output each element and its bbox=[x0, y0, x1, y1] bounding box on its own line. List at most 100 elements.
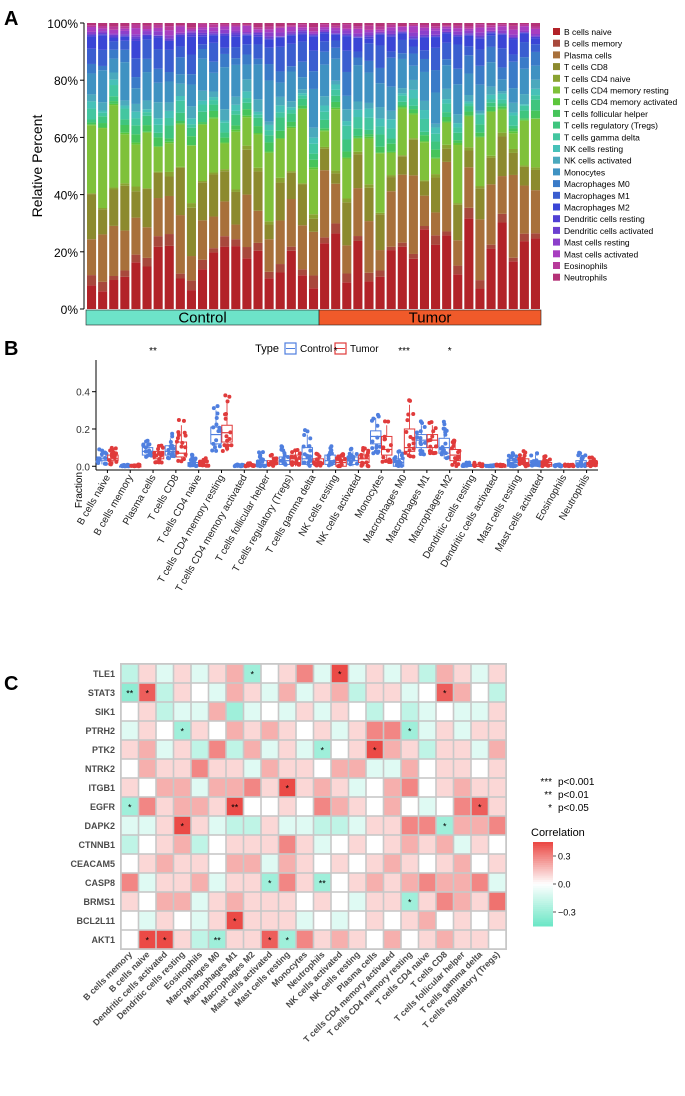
stack-segment bbox=[287, 127, 296, 128]
stack-segment bbox=[231, 239, 240, 246]
heatmap-cell bbox=[349, 912, 365, 929]
stack-segment bbox=[176, 26, 185, 32]
stack-segment bbox=[331, 81, 340, 85]
stack-segment bbox=[498, 33, 507, 34]
stack-segment bbox=[165, 40, 174, 41]
outlier-point bbox=[314, 452, 318, 456]
stack-segment bbox=[198, 260, 207, 269]
stack-segment bbox=[376, 277, 385, 309]
heatmap-cell bbox=[122, 893, 138, 910]
stack-segment bbox=[253, 168, 262, 172]
heatmap-cell bbox=[419, 798, 435, 815]
stack-segment bbox=[520, 241, 529, 309]
heatmap-cell bbox=[349, 703, 365, 720]
data-point bbox=[407, 443, 411, 447]
stack-segment bbox=[176, 57, 185, 74]
stack-segment bbox=[242, 103, 251, 109]
heatmap-cell bbox=[419, 836, 435, 853]
heatmap-cell bbox=[384, 874, 400, 891]
heatmap-cell bbox=[349, 741, 365, 758]
stack-segment bbox=[265, 221, 274, 224]
stack-segment bbox=[87, 94, 96, 101]
data-point bbox=[445, 429, 449, 433]
stack-segment bbox=[331, 59, 340, 81]
cell-significance: * bbox=[145, 689, 149, 699]
heatmap-cell bbox=[157, 893, 173, 910]
stack-segment bbox=[376, 119, 385, 127]
stack-segment bbox=[364, 281, 373, 309]
stack-segment bbox=[364, 37, 373, 39]
stack-segment bbox=[353, 138, 362, 139]
stack-segment bbox=[520, 57, 529, 69]
data-point bbox=[215, 416, 219, 420]
stack-segment bbox=[342, 36, 351, 51]
stack-segment bbox=[87, 122, 96, 124]
stack-segment bbox=[331, 90, 340, 96]
stack-segment bbox=[509, 128, 518, 131]
stack-segment bbox=[364, 139, 373, 185]
stack-segment bbox=[376, 107, 385, 119]
heatmap-cell bbox=[174, 931, 190, 948]
data-point bbox=[225, 445, 229, 449]
stack-segment bbox=[176, 125, 185, 167]
heatmap-cell bbox=[122, 931, 138, 948]
heatmap-cell bbox=[227, 665, 243, 682]
stack-segment bbox=[475, 188, 484, 219]
stack-segment bbox=[198, 91, 207, 101]
stack-segment bbox=[253, 126, 262, 133]
stack-segment bbox=[142, 29, 151, 31]
outlier-point bbox=[535, 451, 539, 455]
data-point bbox=[360, 461, 364, 465]
data-point bbox=[403, 451, 407, 455]
data-point bbox=[383, 437, 387, 441]
stack-segment bbox=[409, 23, 418, 25]
stack-segment bbox=[176, 96, 185, 101]
stack-segment bbox=[309, 89, 318, 128]
heatmap-cell bbox=[244, 703, 260, 720]
stack-segment bbox=[309, 31, 318, 33]
stack-segment bbox=[276, 97, 285, 105]
data-point bbox=[308, 449, 312, 453]
stack-segment bbox=[431, 174, 440, 177]
stack-segment bbox=[398, 106, 407, 108]
data-point bbox=[423, 441, 427, 445]
stack-segment bbox=[142, 26, 151, 29]
heatmap-cell bbox=[402, 931, 418, 948]
data-point bbox=[405, 418, 409, 422]
stack-segment bbox=[453, 205, 462, 240]
stack-segment bbox=[120, 119, 129, 125]
stack-segment bbox=[509, 149, 518, 153]
stack-segment bbox=[498, 23, 507, 24]
heatmap-cell bbox=[174, 760, 190, 777]
stack-segment bbox=[220, 33, 229, 34]
stack-segment bbox=[276, 28, 285, 33]
data-point bbox=[223, 412, 227, 416]
heatmap-cell bbox=[367, 779, 383, 796]
heatmap-cell bbox=[367, 893, 383, 910]
stack-segment bbox=[475, 186, 484, 188]
stack-segment bbox=[364, 221, 373, 273]
heatmap-cell bbox=[402, 817, 418, 834]
legend-entry: Macrophages M2 bbox=[564, 203, 630, 213]
stack-segment bbox=[453, 266, 462, 275]
heatmap-cell bbox=[332, 874, 348, 891]
stack-segment bbox=[131, 134, 140, 142]
stack-segment bbox=[420, 37, 429, 50]
heatmap-cell bbox=[227, 684, 243, 701]
stack-segment bbox=[98, 127, 107, 128]
heatmap-cell bbox=[174, 703, 190, 720]
data-point bbox=[375, 444, 379, 448]
stack-segment bbox=[154, 35, 163, 36]
stack-segment bbox=[98, 116, 107, 123]
stack-segment bbox=[498, 68, 507, 80]
heatmap-cell bbox=[437, 874, 453, 891]
heatmap-cell bbox=[454, 760, 470, 777]
data-point bbox=[386, 449, 390, 453]
stack-segment bbox=[409, 38, 418, 39]
stack-segment bbox=[353, 102, 362, 110]
heatmap-cell bbox=[297, 684, 313, 701]
colorbar-title: Correlation bbox=[531, 827, 585, 839]
data-point bbox=[191, 463, 195, 467]
outlier-point bbox=[303, 428, 307, 432]
stack-segment bbox=[265, 125, 274, 130]
